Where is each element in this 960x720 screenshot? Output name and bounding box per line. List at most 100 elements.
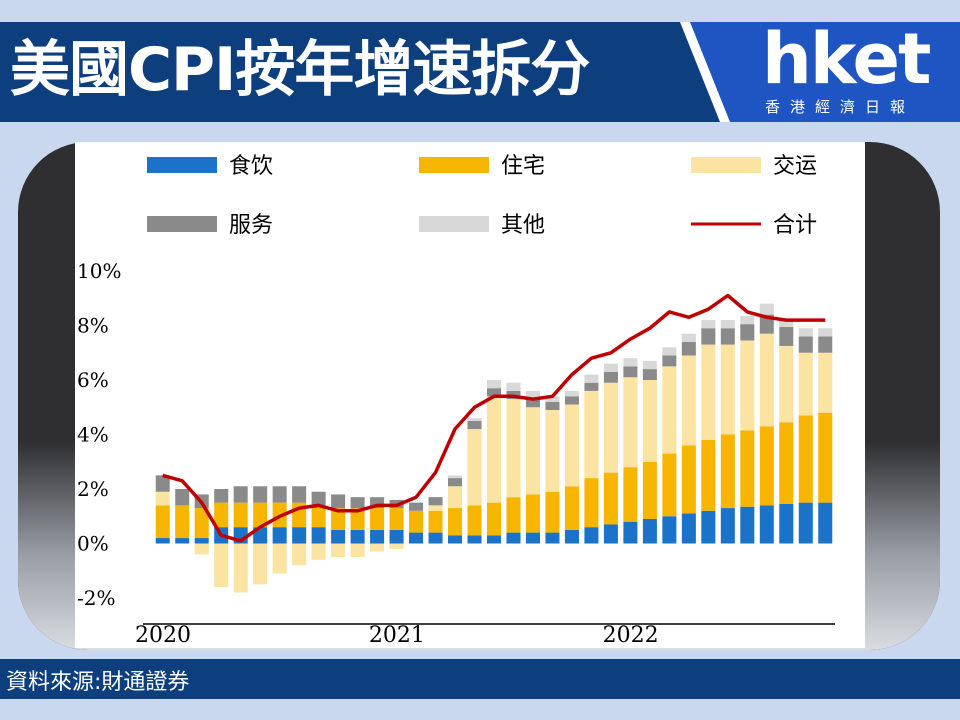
bar-segment [545, 532, 560, 544]
bar-segment [603, 371, 618, 383]
bar-segment [486, 396, 502, 503]
bar-segment [389, 508, 404, 530]
bar-segment [253, 486, 268, 503]
page-title: 美國CPI按年增速拆分 [10, 35, 590, 105]
bar-segment [798, 328, 813, 337]
bar-segment [525, 399, 540, 408]
bar-segment [350, 529, 365, 544]
bar-segment [331, 529, 346, 544]
bar-segment [194, 543, 209, 555]
logo-background [690, 22, 960, 122]
bar-segment [233, 486, 248, 503]
bar-segment [545, 396, 560, 402]
bar-segment [331, 508, 346, 530]
bar-segment [389, 529, 404, 544]
bar-segment [467, 429, 482, 506]
bar-segment [331, 494, 346, 509]
bar-segment [603, 382, 618, 473]
bar-segment [428, 497, 443, 506]
bar-segment [662, 516, 677, 544]
bar-segment [603, 472, 618, 525]
bar-segment [642, 360, 657, 370]
bar-segment [370, 497, 385, 509]
bar-segment [642, 518, 657, 544]
bar-segment [701, 510, 716, 544]
bar-segment [194, 538, 209, 544]
y-tick-label: 0% [77, 532, 109, 556]
bar-segment [467, 418, 482, 421]
bar-segment [740, 315, 755, 325]
bar-segment [720, 508, 735, 544]
bar-segment [564, 404, 579, 487]
bar-segment [603, 524, 618, 544]
bar-segment [311, 491, 326, 506]
bar-segment [681, 513, 696, 544]
bar-segment [506, 382, 521, 391]
legend-label: 服务 [229, 213, 273, 238]
bar-segment [448, 486, 463, 509]
bar-segment [701, 320, 716, 329]
bar-segment [584, 382, 599, 391]
bar-segment [175, 538, 190, 544]
bar-segment [623, 521, 638, 544]
bar-segment [662, 355, 677, 367]
legend-swatch [419, 216, 489, 232]
bar-segment [214, 543, 229, 588]
y-tick-label: -2% [77, 586, 116, 610]
logo-subtitle: 香港經濟日報 [765, 98, 916, 116]
bar-segment [740, 324, 755, 341]
bar-segment [818, 502, 833, 544]
bar-segment [779, 422, 794, 504]
bar-segment [253, 502, 268, 528]
bottom-strip [0, 699, 960, 720]
legend-swatch [419, 157, 489, 173]
bar-segment [525, 390, 540, 400]
bar-segment [389, 543, 404, 549]
bar-segment [486, 535, 502, 544]
bar-segment [486, 380, 502, 389]
bar-segment [818, 328, 833, 337]
bar-segment [720, 328, 735, 345]
bar-segment [311, 505, 326, 528]
bar-segment [759, 426, 774, 506]
bar-segment [701, 328, 716, 345]
bar-segment [818, 352, 833, 413]
bar-segment [409, 510, 424, 533]
bar-segment [506, 532, 521, 544]
bar-segment [642, 380, 657, 462]
bar-segment [779, 503, 794, 544]
x-tick-label: 2020 [135, 623, 191, 648]
bar-segment [409, 502, 424, 511]
bar-segment [818, 412, 833, 503]
bar-segment [759, 303, 774, 315]
bar-segment [350, 508, 365, 530]
legend-swatch [147, 157, 217, 173]
bar-segment [720, 320, 735, 329]
bar-segment [448, 535, 463, 544]
bar-segment [740, 430, 755, 507]
bar-segment [448, 478, 463, 487]
bar-segment [467, 535, 482, 544]
bar-segment [798, 352, 813, 416]
bar-segment [272, 527, 287, 544]
legend-label: 交运 [773, 154, 817, 179]
x-tick-label: 2022 [603, 623, 659, 648]
bar-segment [681, 355, 696, 446]
bar-segment [740, 506, 755, 544]
bar-segment [759, 505, 774, 544]
bar-segment [642, 461, 657, 519]
bar-segment [779, 345, 794, 423]
bar-segment [623, 377, 638, 468]
total-line [162, 293, 826, 543]
bar-segment [623, 467, 638, 522]
bar-segment [662, 347, 677, 356]
y-tick-label: 4% [77, 423, 109, 447]
bar-segment [175, 489, 190, 506]
source-note: 資料來源:財通證券 [6, 670, 190, 695]
bar-segment [214, 489, 229, 503]
bar-segment [155, 538, 170, 544]
bar-segment [525, 407, 540, 495]
bar-segment [623, 358, 638, 367]
bar-segment [662, 366, 677, 454]
